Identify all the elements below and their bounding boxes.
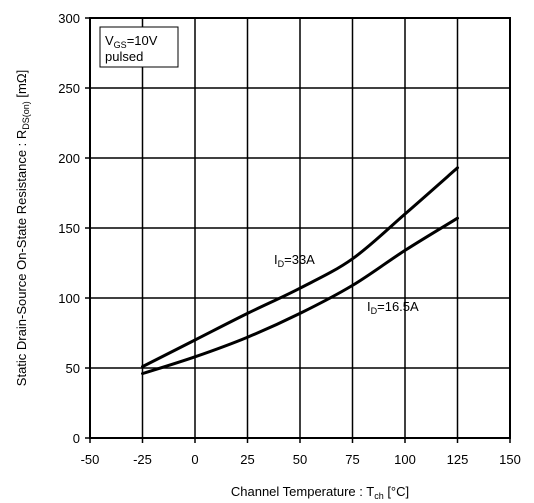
- x-tick-label: 100: [394, 452, 416, 467]
- y-tick-label: 100: [58, 291, 80, 306]
- y-axis-title: Static Drain-Source On-State Resistance …: [14, 70, 31, 386]
- series-line-id-33a: [141, 166, 459, 369]
- series-lines: [141, 166, 459, 376]
- axis-ticks: -50 -25 0 25 50 75 100 125 150 0 50 100 150 200 250 300: [58, 11, 521, 467]
- conditions-box: VGS=10V pulsed: [99, 26, 179, 68]
- conditions-box-frame: [99, 26, 179, 68]
- series-label-id-16-5a: ID=16.5A: [367, 299, 419, 316]
- y-tick-label: 50: [66, 361, 80, 376]
- x-tick-label: 150: [499, 452, 521, 467]
- conditions-vgs: VGS=10V: [105, 33, 158, 50]
- y-tick-label: 0: [73, 431, 80, 446]
- x-tick-label: 0: [191, 452, 198, 467]
- y-tick-label: 150: [58, 221, 80, 236]
- y-tick-label: 200: [58, 151, 80, 166]
- series-label-id-33a: ID=33A: [274, 252, 315, 269]
- y-tick-label: 250: [58, 81, 80, 96]
- series-line-id-16-5a: [141, 216, 459, 376]
- x-tick-label: -25: [133, 452, 152, 467]
- x-tick-label: 25: [240, 452, 254, 467]
- x-tick-label: 75: [345, 452, 359, 467]
- x-tick-label: 50: [293, 452, 307, 467]
- x-axis-title: Channel Temperature : Tch [°C]: [231, 484, 409, 501]
- x-tick-label: -50: [81, 452, 100, 467]
- conditions-pulsed: pulsed: [105, 49, 143, 64]
- grid-lines: [90, 18, 510, 438]
- y-tick-label: 300: [58, 11, 80, 26]
- x-tick-label: 125: [447, 452, 469, 467]
